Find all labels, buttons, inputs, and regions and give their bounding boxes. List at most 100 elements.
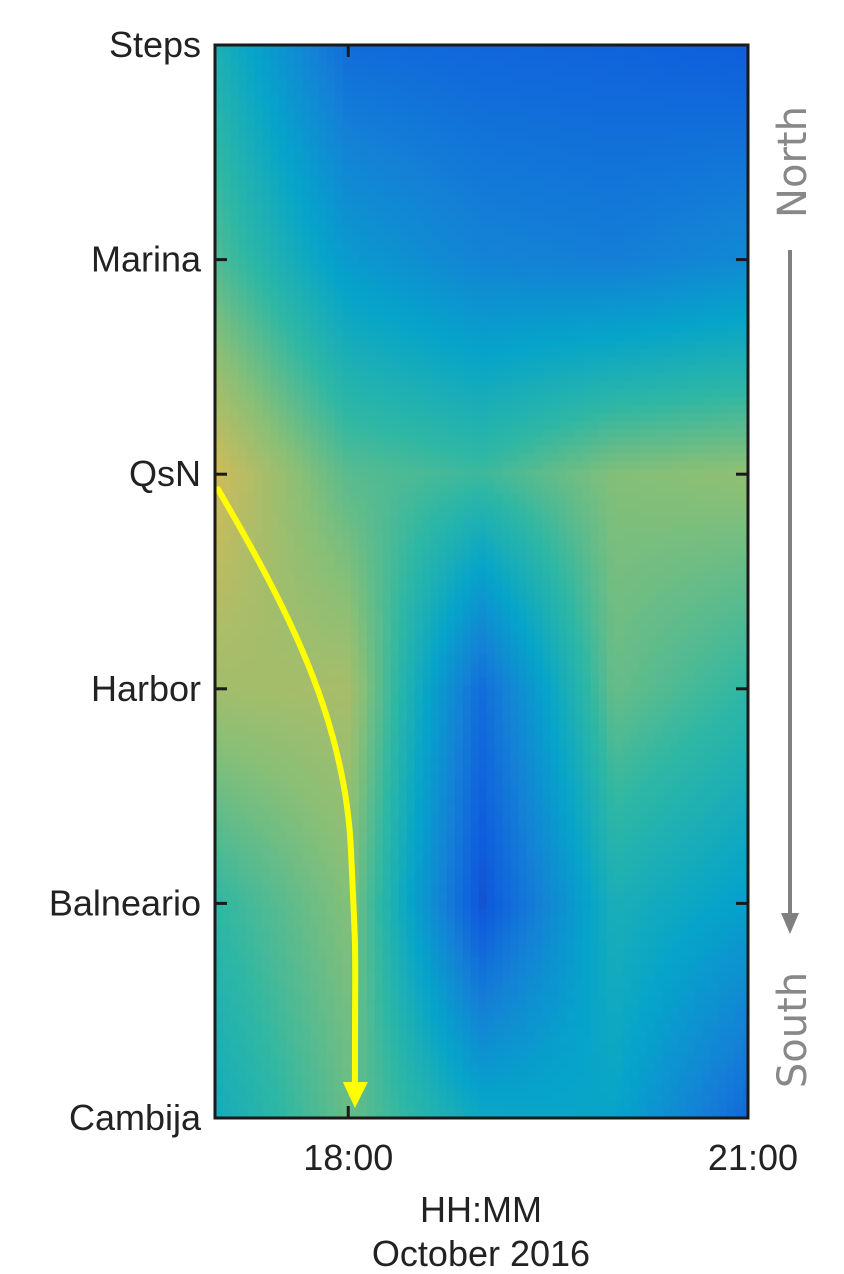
heat-cell <box>615 453 624 462</box>
heat-cell <box>375 533 384 542</box>
heat-cell <box>311 189 320 198</box>
heat-cell <box>727 421 736 430</box>
heat-cell <box>391 181 400 190</box>
heat-cell <box>575 453 584 462</box>
heat-cell <box>591 229 600 238</box>
heat-cell <box>655 357 664 366</box>
heat-cell <box>391 485 400 494</box>
heat-cell <box>231 373 240 382</box>
heat-cell <box>575 53 584 62</box>
heat-cell <box>511 45 520 54</box>
heat-cell <box>607 229 616 238</box>
heat-cell <box>463 293 472 302</box>
heat-cell <box>511 461 520 470</box>
heat-cell <box>447 101 456 110</box>
heat-cell <box>311 485 320 494</box>
heat-cell <box>567 77 576 86</box>
heat-cell <box>431 357 440 366</box>
heat-cell <box>703 181 712 190</box>
heat-cell <box>591 301 600 310</box>
heat-cell <box>391 85 400 94</box>
heat-cell <box>639 477 648 486</box>
heat-cell <box>487 637 496 646</box>
heat-cell <box>703 445 712 454</box>
heat-cell <box>439 621 448 630</box>
heat-cell <box>279 413 288 422</box>
heat-cell <box>375 565 384 574</box>
heat-cell <box>231 261 240 270</box>
heat-cell <box>671 205 680 214</box>
heat-cell <box>527 493 536 502</box>
heat-cell <box>439 213 448 222</box>
heat-cell <box>567 253 576 262</box>
heat-cell <box>735 69 744 78</box>
heat-cell <box>623 405 632 414</box>
heat-cell <box>383 613 392 622</box>
heat-cell <box>527 341 536 350</box>
heat-cell <box>407 445 416 454</box>
heat-cell <box>439 341 448 350</box>
heat-cell <box>735 181 744 190</box>
heat-cell <box>695 93 704 102</box>
heat-cell <box>335 293 344 302</box>
heat-cell <box>735 581 744 590</box>
heat-cell <box>543 157 552 166</box>
heat-cell <box>519 69 528 78</box>
heat-cell <box>631 469 640 478</box>
heat-cell <box>383 357 392 366</box>
heat-cell <box>671 109 680 118</box>
heat-cell <box>535 61 544 70</box>
heat-cell <box>279 181 288 190</box>
heat-cell <box>455 189 464 198</box>
heat-cell <box>215 85 224 94</box>
heat-cell <box>423 85 432 94</box>
heat-cell <box>695 125 704 134</box>
heat-cell <box>735 589 744 598</box>
heat-cell <box>591 165 600 174</box>
heat-cell <box>631 85 640 94</box>
heat-cell <box>687 141 696 150</box>
heat-cell <box>455 61 464 70</box>
heat-cell <box>335 397 344 406</box>
heat-cell <box>295 53 304 62</box>
heat-cell <box>487 437 496 446</box>
heat-cell <box>735 533 744 542</box>
heat-cell <box>263 213 272 222</box>
heat-cell <box>687 245 696 254</box>
heat-cell <box>455 613 464 622</box>
heat-cell <box>631 621 640 630</box>
heat-cell <box>311 565 320 574</box>
heat-cell <box>519 285 528 294</box>
heat-cell <box>463 405 472 414</box>
heat-cell <box>463 413 472 422</box>
heat-cell <box>319 581 328 590</box>
heat-cell <box>223 157 232 166</box>
heat-cell <box>503 117 512 126</box>
heat-cell <box>679 133 688 142</box>
heat-cell <box>447 93 456 102</box>
heat-cell <box>287 453 296 462</box>
heat-cell <box>263 589 272 598</box>
heat-cell <box>559 485 568 494</box>
heat-cell <box>231 229 240 238</box>
heat-cell <box>239 477 248 486</box>
heat-cell <box>703 589 712 598</box>
heat-cell <box>351 229 360 238</box>
heat-cell <box>703 101 712 110</box>
heat-cell <box>303 109 312 118</box>
heat-cell <box>327 229 336 238</box>
heat-cell <box>703 421 712 430</box>
heat-cell <box>335 165 344 174</box>
heat-cell <box>415 349 424 358</box>
heat-cell <box>447 253 456 262</box>
heat-cell <box>591 333 600 342</box>
heat-cell <box>223 165 232 174</box>
heat-cell <box>343 605 352 614</box>
heat-cell <box>439 309 448 318</box>
heat-cell <box>519 565 528 574</box>
heat-cell <box>591 253 600 262</box>
heat-cell <box>727 573 736 582</box>
heat-cell <box>639 205 648 214</box>
heat-cell <box>343 525 352 534</box>
heat-cell <box>719 365 728 374</box>
